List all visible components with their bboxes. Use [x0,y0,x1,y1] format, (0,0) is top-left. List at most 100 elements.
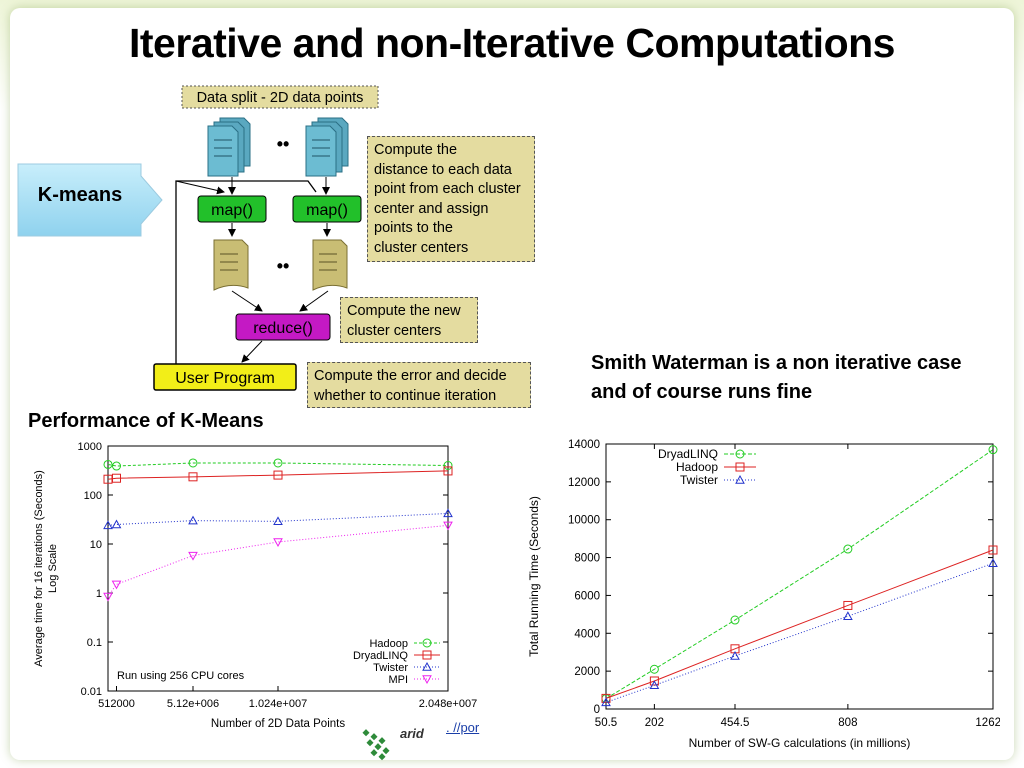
data-split-label: Data split - 2D data points [197,90,364,106]
data-point [443,521,453,531]
kmeans-callout: K-means [16,162,166,240]
legend-label: Twister [373,662,408,674]
data-point [601,697,611,707]
performance-label: Performance of K-Means [28,410,264,432]
data-document-icon [207,117,251,177]
x-tick-label: 2.048e+007 [419,698,477,710]
data-point [649,664,659,674]
data-point [103,459,113,469]
data-point [188,515,198,525]
series-line [107,470,449,480]
data-point [730,650,740,660]
y-tick-label: 1000 [78,441,102,453]
legend-marker [422,650,432,660]
map-box-2 [292,195,362,223]
data-point [443,460,453,470]
x-tick-label: 5.12e+006 [167,698,219,710]
data-point [112,473,121,483]
legend-label: Hadoop [369,638,408,650]
callout-arrow-shape [17,163,163,237]
kmeans-performance-chart: 0.01 0.1 1 10 100 1000 512000 5.12e+006 1.024e+0… [33,441,477,730]
legend-marker [735,449,745,459]
series-hadoop [601,545,998,703]
series-line [605,549,994,699]
ellipsis-middle: •• [277,256,290,276]
data-point [273,458,283,468]
y-tick-label: 0 [594,704,600,716]
user-program-note: Compute the error and decide whether to … [307,362,531,408]
data-point [843,611,853,620]
x-tick-label: 1.024e+007 [249,698,307,710]
data-point [988,545,998,555]
x-tick-label: 512000 [98,698,135,710]
mapreduce-diagram: Data split - 2D data points •• map() map… [153,85,379,391]
data-point [188,458,198,468]
footer-link[interactable]: . //por [446,720,480,735]
map-note: Compute the distance to each data point … [367,136,535,262]
reduce-note: Compute the new cluster centers [340,297,478,343]
slide-title: Iterative and non-Iterative Computations [129,20,895,66]
series-mpi [103,521,453,602]
user-program-box [153,363,297,391]
data-point [111,580,122,590]
x-axis-label: Number of SW-G calculations (in millions… [689,736,911,750]
data-point [601,693,611,703]
series-dryadlinq [103,466,453,484]
series-hadoop [103,458,453,471]
smith-waterman-text: Smith Waterman is a non iterative case a… [591,352,962,403]
legend-marker [422,638,432,648]
y-tick-label: 12000 [568,477,600,489]
data-point [103,592,113,602]
y-tick-label: 14000 [568,439,600,451]
data-point [273,470,283,480]
data-point [188,472,198,482]
intermediate-document-icon [213,239,249,291]
series-line [605,562,994,703]
y-axis-label: Average time for 16 iterations (Seconds) [33,470,45,667]
legend-marker [735,474,745,484]
legend-marker [422,661,432,671]
series-line [107,462,449,467]
legend-label: Hadoop [676,460,718,474]
logo-fragment: arid [362,726,425,761]
x-tick-label: 50.5 [595,717,617,729]
plot-frame [605,443,994,710]
data-point [443,508,453,518]
series-dryadlinq [601,445,998,704]
y-tick-label: 8000 [574,553,600,565]
data-point [273,538,283,548]
intermediate-document-icon [312,239,348,291]
reduce-box [235,313,331,341]
user-program-label: User Program [175,370,275,387]
ellipsis-top: •• [277,134,290,154]
legend-label: DryadLINQ [658,447,718,461]
series-twister [103,508,453,530]
map-label-1: map() [211,202,253,219]
legend-marker [735,462,745,472]
data-point [649,680,660,690]
series-line [605,449,994,700]
data-point [843,600,853,610]
chart-annotation: Run using 256 CPU cores [117,670,245,682]
data-point [188,551,198,561]
data-point [988,445,998,455]
legend-marker [422,675,432,685]
y-axis-label: Total Running Time (Seconds) [527,496,541,657]
y-tick-label: 1 [96,588,102,600]
data-point [988,558,998,567]
y-tick-label: 0.1 [87,637,102,649]
legend-label: Twister [680,473,718,487]
data-point [112,461,121,471]
data-split-box [181,85,379,109]
y-tick-label: 4000 [574,628,600,640]
series-line [107,512,449,526]
x-axis-label: Number of 2D Data Points [211,718,345,730]
data-point [111,519,122,529]
y-axis-label-scale: Log Scale [47,544,59,593]
data-point [730,615,740,625]
y-tick-label: 2000 [574,666,600,678]
data-point [843,544,853,554]
y-tick-label: 10 [90,539,102,551]
map-label-2: map() [306,202,348,219]
series-line [107,524,449,597]
